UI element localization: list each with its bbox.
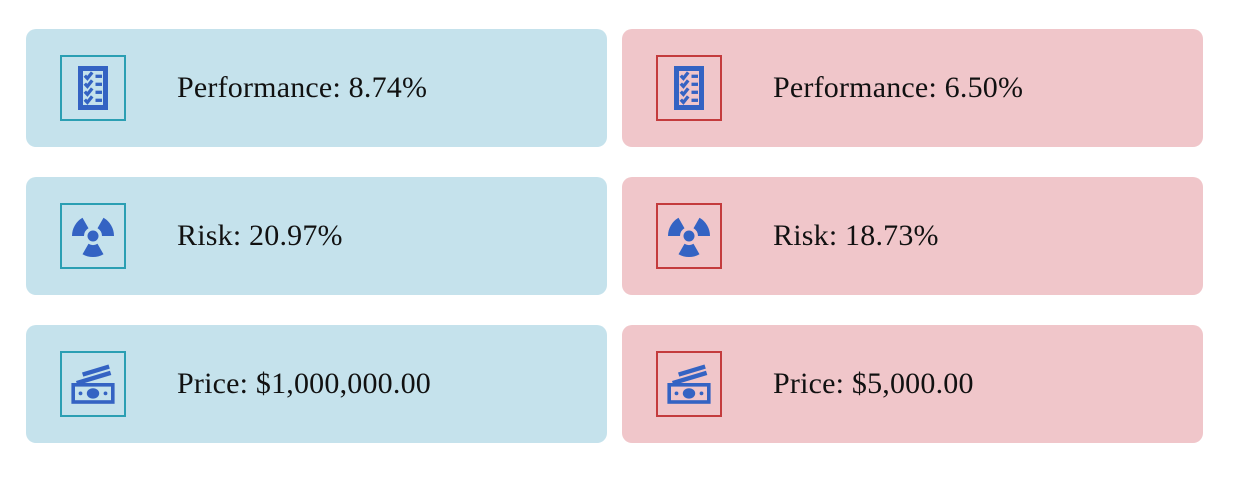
icon-box [656,351,722,417]
checklist-icon [78,66,108,110]
performance-value: Performance: 8.74% [177,71,428,104]
icon-box [656,203,722,269]
icon-box [60,203,126,269]
performance-value: Performance: 6.50% [773,71,1024,104]
price-card: Price: $1,000,000.00 [26,325,607,443]
risk-card: Risk: 20.97% [26,177,607,295]
price-value: Price: $5,000.00 [773,367,974,400]
risk-value: Risk: 20.97% [177,219,343,252]
cards-grid: Performance: 8.74% Risk: 20.97% [26,29,1203,443]
risk-value: Risk: 18.73% [773,219,939,252]
right-column: Performance: 6.50% Risk: 18.73% [622,29,1203,443]
price-value: Price: $1,000,000.00 [177,367,431,400]
icon-box [60,351,126,417]
left-column: Performance: 8.74% Risk: 20.97% [26,29,607,443]
risk-card: Risk: 18.73% [622,177,1203,295]
price-card: Price: $5,000.00 [622,325,1203,443]
radiation-icon [667,217,711,258]
money-icon [71,364,115,404]
money-icon [667,364,711,404]
icon-box [656,55,722,121]
performance-card: Performance: 6.50% [622,29,1203,147]
performance-card: Performance: 8.74% [26,29,607,147]
icon-box [60,55,126,121]
checklist-icon [674,66,704,110]
radiation-icon [71,217,115,258]
